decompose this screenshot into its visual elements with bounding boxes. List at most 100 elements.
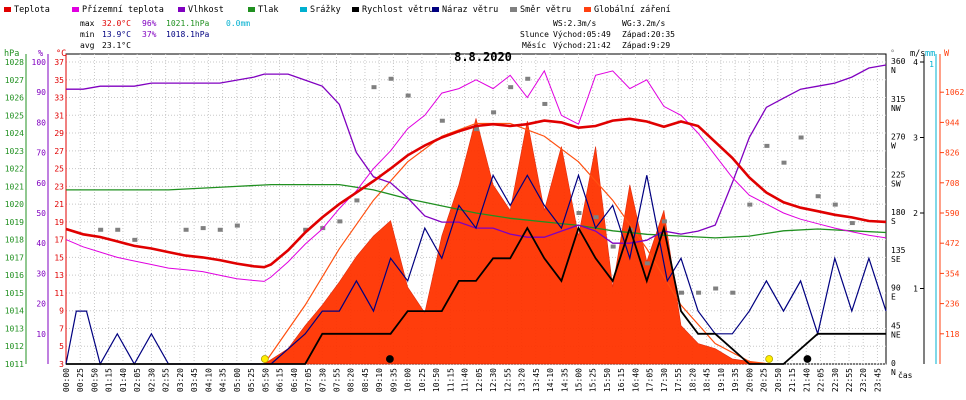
stat-max-press: 1021.1hPa — [166, 19, 210, 28]
temp-tick-label: 19 — [54, 218, 64, 227]
pressure-tick-label: 1020 — [5, 200, 24, 209]
temp-tick-label: 31 — [54, 111, 64, 120]
direction-tick-value: 0 — [891, 359, 896, 368]
x-tick-label: 06:40 — [290, 368, 299, 392]
pressure-tick-label: 1012 — [5, 342, 24, 351]
wind-direction-point — [747, 202, 753, 207]
temp-tick-label: 29 — [54, 129, 64, 138]
direction-tick-label: W — [891, 142, 896, 151]
direction-tick-label: NW — [891, 104, 901, 113]
x-tick-label: 11:40 — [461, 368, 470, 392]
radiation-tick-label: 590 — [945, 209, 960, 218]
temp-axis-unit: °C — [56, 49, 66, 59]
humidity-tick-label: 40 — [36, 239, 46, 248]
legend-swatch — [584, 7, 591, 12]
x-tick-label: 05:00 — [233, 368, 242, 392]
wind-direction-point — [815, 194, 821, 199]
humidity-tick-label: 10 — [36, 330, 46, 339]
x-tick-label: 09:35 — [389, 368, 398, 392]
temp-tick-label: 5 — [59, 342, 64, 351]
pressure-tick-label: 1028 — [5, 58, 24, 67]
wind-direction-point — [491, 110, 497, 115]
radiation-tick-label: 354 — [945, 269, 960, 278]
stat-min-hum: 37% — [142, 30, 157, 39]
wind-direction-point — [474, 127, 479, 132]
direction-tick-value: 180 — [891, 208, 906, 217]
pressure-tick-label: 1022 — [5, 165, 24, 174]
series-ground-temperature — [65, 69, 887, 282]
legend-swatch — [178, 7, 185, 12]
x-tick-label: 15:00 — [575, 368, 584, 392]
stat-max-hum: 96% — [142, 19, 157, 28]
direction-tick-label: SE — [891, 255, 901, 264]
series-solar-radiation — [264, 118, 767, 365]
pressure-tick-label: 1011 — [5, 360, 24, 369]
x-tick-label: 12:55 — [503, 368, 512, 392]
wind-direction-point — [713, 286, 719, 291]
wind-direction-point — [696, 290, 702, 295]
x-tick-label: 07:30 — [318, 368, 327, 392]
series-wind-speed — [66, 224, 886, 365]
direction-tick-label: N — [891, 368, 896, 377]
wind-direction-point — [832, 202, 838, 207]
wind-direction-point — [764, 143, 770, 148]
speed-tick-label: 3 — [913, 134, 918, 143]
humidity-tick-label: 60 — [36, 179, 46, 188]
moonset-marker — [385, 355, 394, 363]
radiation-tick-label: 118 — [945, 330, 960, 339]
wind-direction-point — [303, 227, 309, 232]
wind-direction-point — [798, 135, 804, 140]
wind-wg: WG:3.2m/s — [622, 19, 666, 28]
humidity-tick-label: 80 — [36, 118, 46, 127]
rain-axis-unit: mm — [925, 49, 935, 59]
wind-direction-point — [234, 223, 240, 228]
legend-swatch — [432, 7, 439, 12]
x-tick-label: 08:20 — [347, 368, 356, 392]
moon-set: Západ:9:29 — [622, 41, 670, 50]
direction-tick-label: E — [891, 293, 896, 302]
x-tick-label: 05:25 — [247, 368, 256, 392]
legend-label: Rychlost větru — [362, 5, 434, 15]
series-pressure — [66, 183, 887, 239]
pressure-tick-label: 1019 — [5, 218, 24, 227]
x-tick-label: 12:30 — [489, 368, 498, 392]
x-tick-label: 22:30 — [831, 368, 840, 392]
pressure-tick-label: 1025 — [5, 111, 24, 120]
pressure-tick-label: 1021 — [5, 182, 24, 191]
moon-rise: Východ:21:42 — [553, 41, 611, 50]
x-tick-label: 20:00 — [745, 368, 754, 392]
chart-title: 8.8.2020 — [454, 50, 512, 64]
x-tick-label: 22:55 — [845, 368, 854, 392]
radiation-tick-label: 826 — [945, 149, 960, 158]
moonrise-marker — [803, 355, 812, 363]
wind-direction-point — [593, 215, 599, 220]
pressure-axis-unit: hPa — [4, 49, 19, 59]
x-tick-label: 03:45 — [190, 368, 199, 392]
temp-tick-label: 33 — [54, 94, 64, 103]
x-tick-label: 05:50 — [261, 368, 270, 392]
header: 8.8.2020 max 32.0°C 96% 1021.1hPa 0.0mm … — [80, 19, 675, 64]
stat-avg-temp: 23.1°C — [102, 41, 131, 50]
direction-tick-value: 90 — [891, 284, 901, 293]
x-tick-label: 19:10 — [717, 368, 726, 392]
x-tick-label: 10:00 — [404, 368, 413, 392]
wind-direction-point — [371, 85, 377, 90]
legend-label: Směr větru — [520, 5, 571, 15]
wind-direction-point — [644, 261, 650, 266]
legend-label: Náraz větru — [442, 5, 498, 15]
x-tick-label: 17:30 — [660, 368, 669, 392]
sun-rise: Východ:05:49 — [553, 30, 611, 39]
x-tick-label: 10:50 — [432, 368, 441, 392]
direction-tick-label: SW — [891, 179, 901, 188]
humidity-tick-label: 20 — [36, 300, 46, 309]
pressure-tick-label: 1017 — [5, 253, 24, 262]
sun-set: Západ:20:35 — [622, 30, 675, 39]
legend-swatch — [352, 7, 359, 12]
humidity-tick-label: 30 — [36, 269, 46, 278]
series-layer — [65, 64, 887, 366]
x-tick-label: 21:15 — [788, 368, 797, 392]
temp-tick-label: 9 — [59, 307, 64, 316]
pressure-tick-label: 1015 — [5, 289, 24, 298]
